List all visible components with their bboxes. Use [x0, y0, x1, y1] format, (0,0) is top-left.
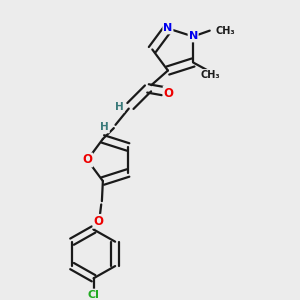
Text: Cl: Cl [88, 290, 100, 299]
Text: CH₃: CH₃ [215, 26, 235, 36]
Text: O: O [82, 154, 92, 166]
Text: H: H [100, 122, 109, 132]
Text: H: H [115, 102, 124, 112]
Text: O: O [94, 215, 103, 228]
Text: N: N [163, 23, 172, 34]
Text: CH₃: CH₃ [201, 70, 220, 80]
Text: N: N [188, 32, 198, 41]
Text: O: O [164, 87, 174, 100]
